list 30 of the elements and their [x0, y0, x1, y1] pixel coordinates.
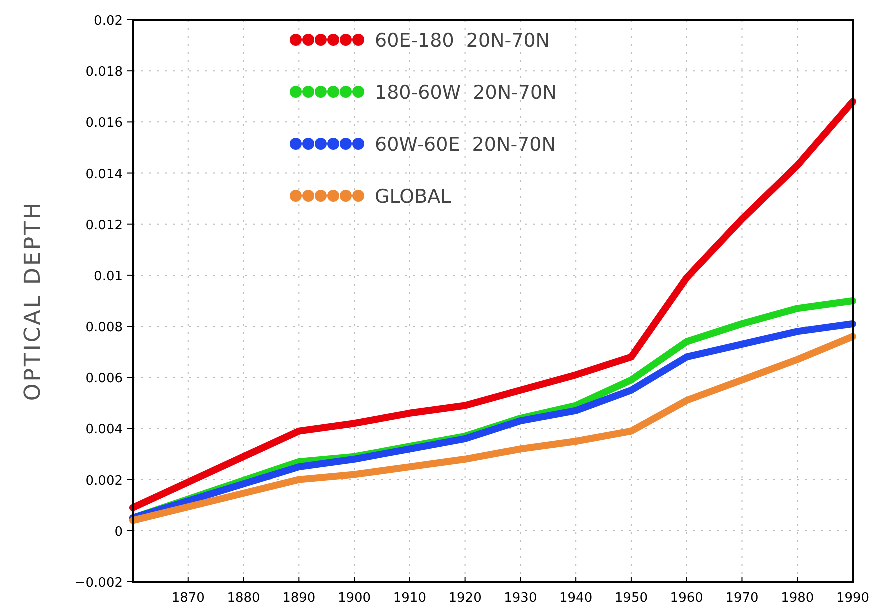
y-tick-label: 0.016 — [86, 116, 123, 132]
y-axis-title: OPTICAL DEPTH — [21, 200, 46, 402]
y-tick-label: 0.014 — [86, 167, 123, 182]
x-tick-label: 1930 — [504, 591, 538, 606]
y-tick-label: 0 — [114, 524, 123, 540]
y-tick-label: 0.01 — [94, 269, 123, 284]
y-tick-label: 0.008 — [86, 320, 123, 336]
x-tick-label: 1980 — [781, 591, 814, 606]
x-tick-label: 1880 — [227, 591, 260, 606]
x-tick-label: 1910 — [393, 591, 426, 606]
x-tick-label: 1940 — [560, 591, 593, 606]
legend-label: GLOBAL — [375, 186, 452, 208]
y-tick-label: 0.004 — [86, 422, 123, 438]
x-tick-label: 1990 — [836, 591, 870, 606]
legend-label: 60W-60E 20N-70N — [375, 134, 556, 156]
x-tick-label: 1890 — [282, 591, 316, 606]
x-tick-label: 1900 — [338, 591, 372, 606]
x-tick-label: 1920 — [448, 591, 482, 606]
y-tick-label: −0.002 — [74, 576, 123, 591]
x-tick-label: 1960 — [670, 591, 704, 606]
y-tick-label: 0.012 — [86, 218, 123, 234]
legend-label: 60E-180 20N-70N — [375, 30, 550, 52]
x-tick-label: 1870 — [172, 591, 205, 606]
y-tick-label: 0.006 — [86, 372, 123, 387]
y-tick-label: 0.018 — [86, 65, 123, 80]
y-tick-label: 0.02 — [94, 14, 123, 29]
legend-label: 180-60W 20N-70N — [375, 82, 557, 104]
y-tick-label: 0.002 — [86, 474, 123, 489]
x-tick-label: 1970 — [726, 591, 759, 606]
x-tick-label: 1950 — [614, 591, 648, 606]
